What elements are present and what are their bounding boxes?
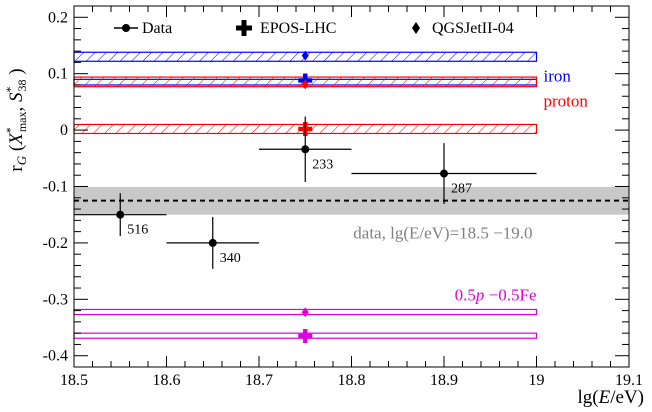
x-tick-label: 18.6: [153, 372, 181, 389]
x-axis-label: lg(E/eV): [578, 387, 644, 408]
data-marker: [208, 238, 217, 247]
data-point: 340: [166, 216, 259, 269]
legend-label: Data: [142, 20, 172, 37]
legend-entry: QGSJetII-04: [412, 20, 514, 37]
y-tick-label: -0.3: [43, 291, 68, 308]
y-tick-label: 0: [60, 122, 68, 139]
legend-diamond: [412, 22, 420, 34]
y-tick-label: 0.2: [48, 9, 68, 26]
data-point-label: 287: [451, 182, 472, 197]
data-marker: [301, 145, 310, 154]
y-tick-label: -0.2: [43, 235, 68, 252]
data-point-label: 516: [127, 223, 148, 238]
combined-band-label: data, lg(E/eV)=18.5 −19.0: [353, 224, 532, 243]
x-tick-label: 18.7: [245, 372, 273, 389]
y-axis-label: rG (X*max, S*38 ): [3, 68, 29, 171]
data-marker: [116, 210, 125, 219]
legend-entry: EPOS-LHC: [236, 20, 336, 37]
band-label-mixed: 0.5p −0.5Fe: [455, 285, 537, 304]
y-tick-label: -0.1: [43, 179, 68, 196]
data-point: 516: [74, 193, 167, 238]
x-tick-label: 18.5: [60, 372, 88, 389]
data-layer: 516 340 233 287: [74, 116, 537, 269]
legend-label: EPOS-LHC: [260, 20, 336, 37]
x-tick-label: 19.1: [615, 372, 643, 389]
legend-entry: Data: [114, 20, 172, 37]
data-point: 233: [259, 116, 352, 182]
data-point: 287: [351, 143, 537, 204]
marker-qgsjet-iron: [301, 50, 309, 61]
data-marker: [440, 169, 448, 178]
legend-cross: [236, 20, 252, 36]
legend-label: QGSJetII-04: [432, 20, 514, 37]
x-tick-label: 18.9: [430, 372, 458, 389]
marker-qgsjet-proton: [301, 79, 309, 90]
legend-dot: [122, 24, 130, 32]
band-label-iron: iron: [544, 66, 572, 85]
bands-layer: data, lg(E/eV)=18.5 −19.0 iron proton 0.5p …: [73, 51, 629, 339]
data-point-label: 233: [312, 157, 333, 172]
band-label-proton: proton: [544, 92, 589, 111]
marker-epos-mixed: [298, 328, 313, 343]
data-point-label: 340: [220, 251, 241, 266]
y-tick-label: 0.1: [48, 66, 68, 83]
x-tick-label: 18.8: [338, 372, 366, 389]
marker-qgsjet-mixed: [301, 307, 309, 318]
y-tick-label: -0.4: [43, 348, 68, 365]
legend: Data EPOS-LHC QGSJetII-04: [114, 20, 514, 37]
x-tick-label: 19: [529, 372, 545, 389]
axes-layer: 18.5 18.6 18.7 18.8 18.9 19 19.1 -0.4 -0.3 -0.2 -0…: [43, 5, 643, 389]
